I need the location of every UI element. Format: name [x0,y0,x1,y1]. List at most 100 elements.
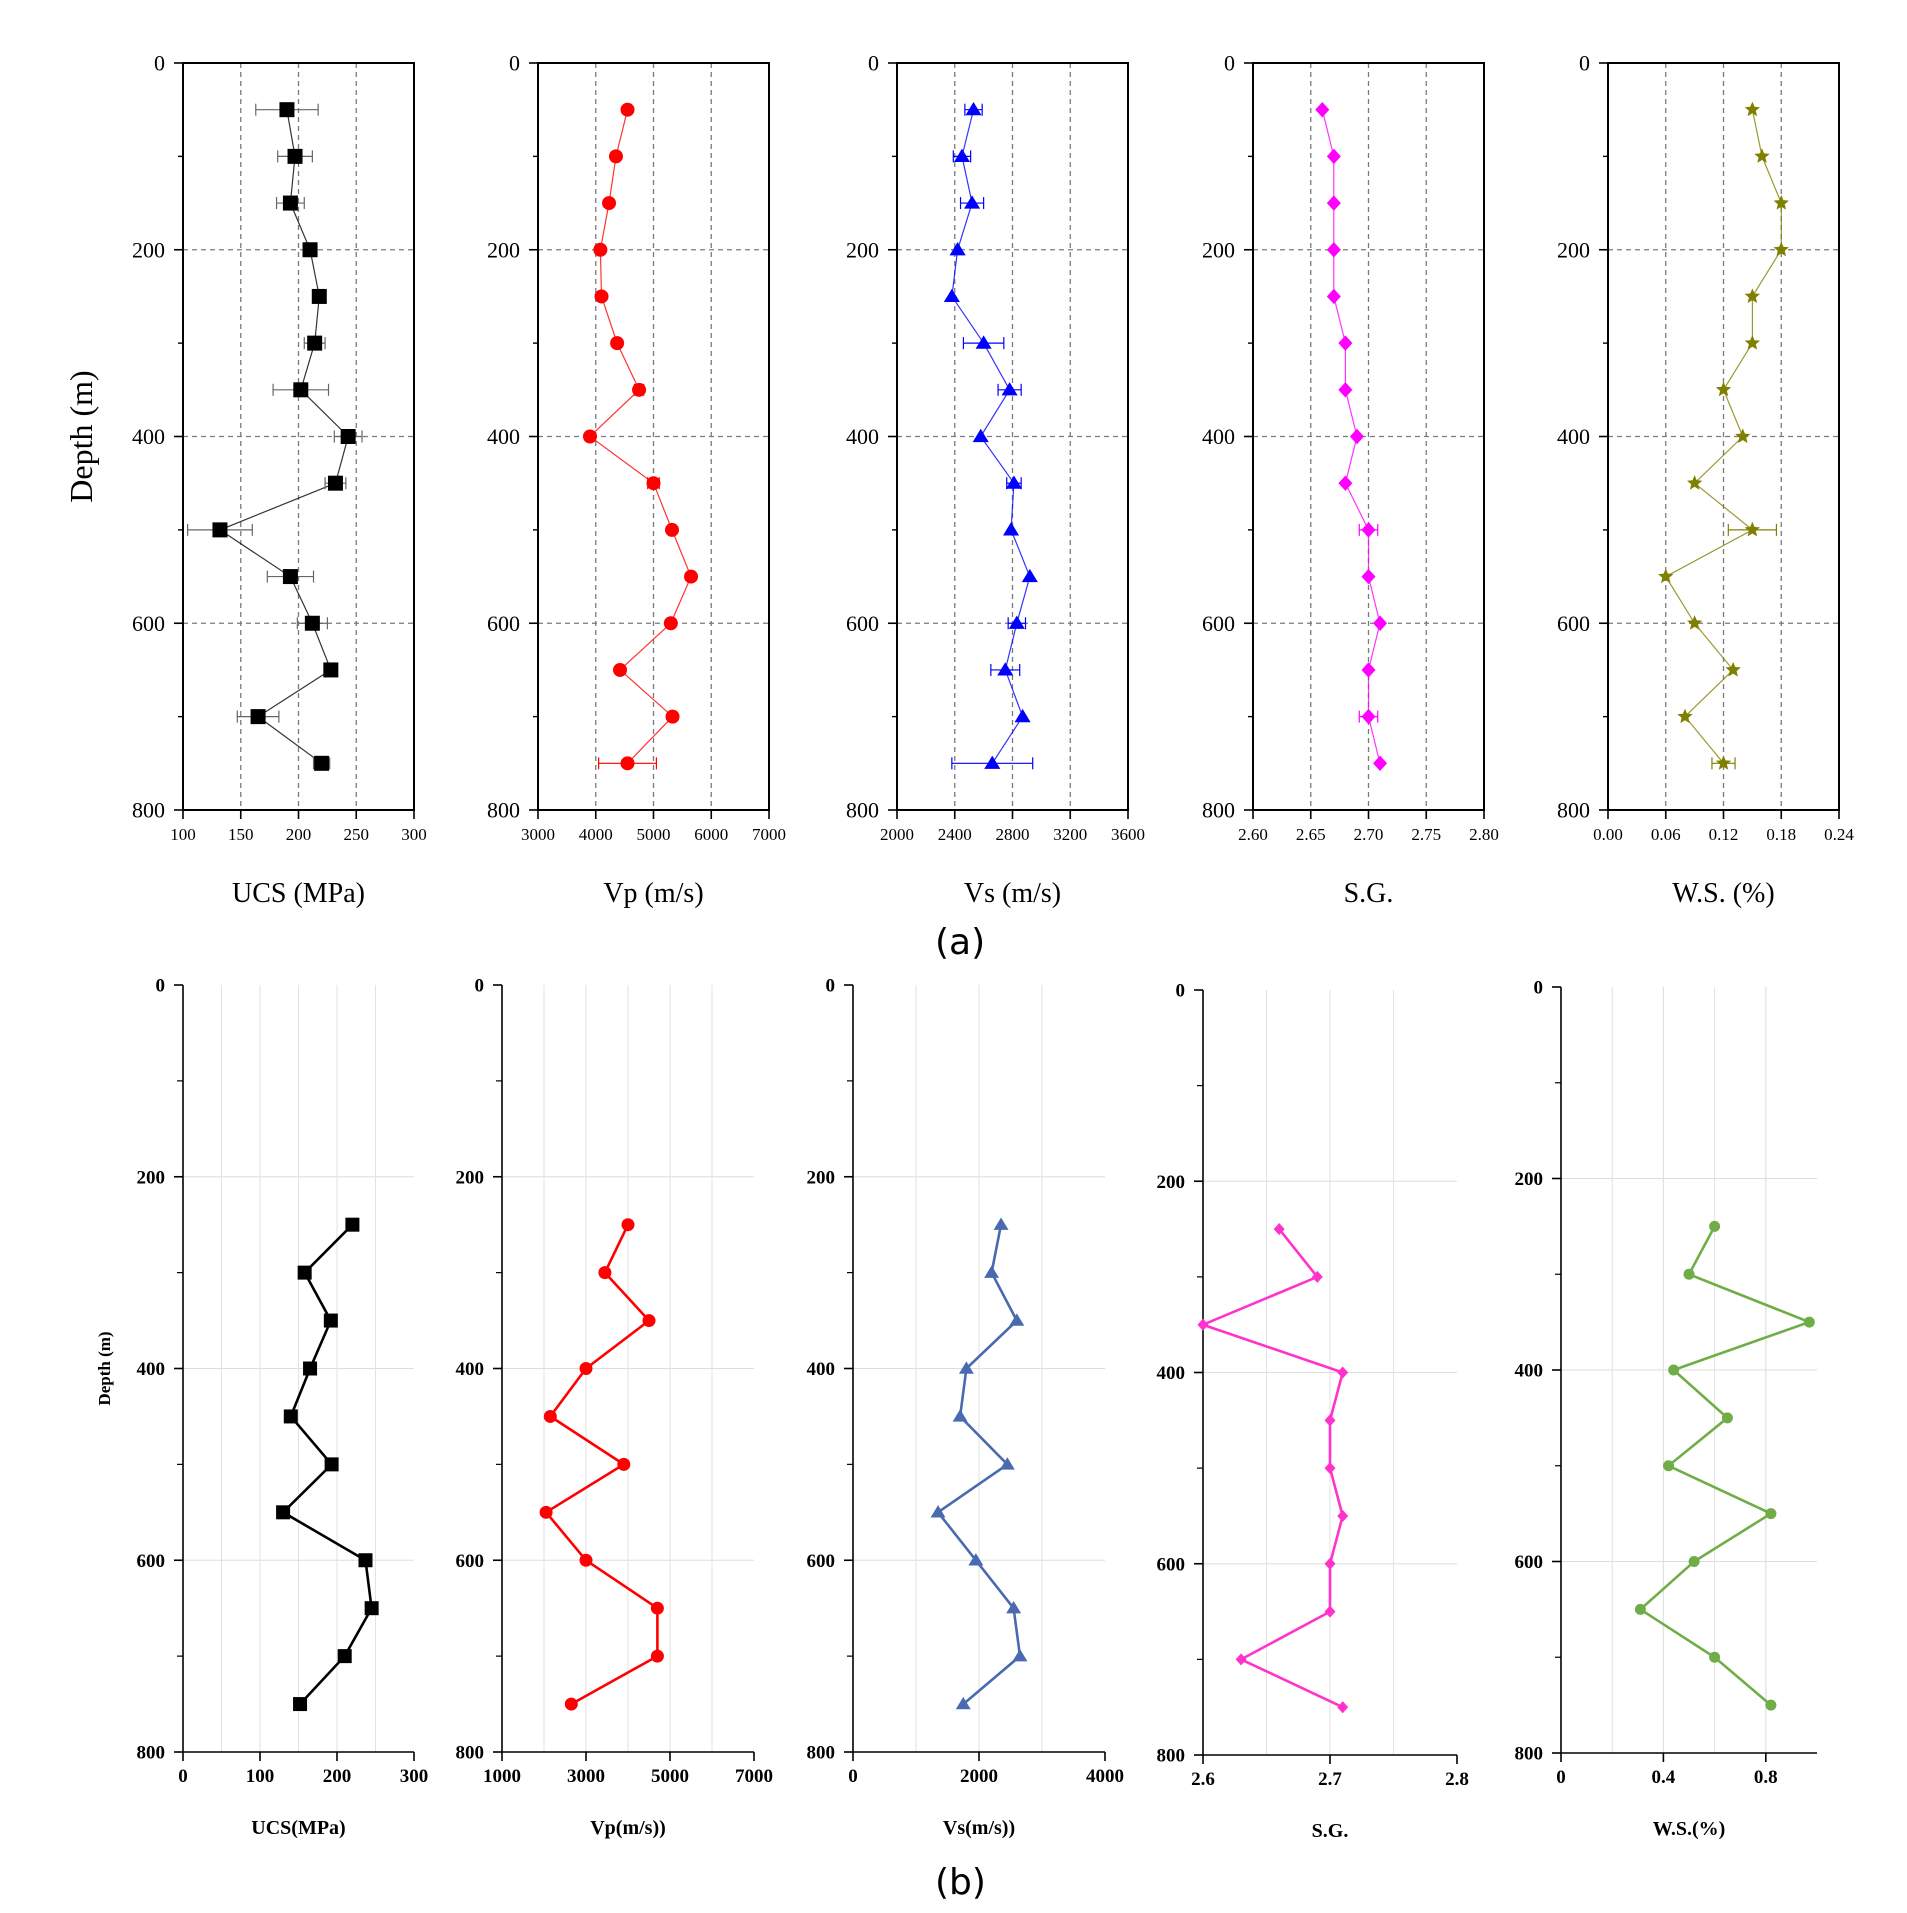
data-point [1005,475,1022,489]
data-point [1688,1556,1700,1567]
y-tick-label: 0 [1176,981,1186,1002]
data-point [1235,1653,1247,1666]
x-axis-label: UCS(MPa) [251,1817,345,1839]
x-tick-label: 3200 [1053,825,1087,844]
data-point [1003,522,1020,536]
x-tick-label: 0.4 [1652,1767,1676,1788]
y-tick-label: 400 [1515,1361,1544,1382]
data-point [364,1601,379,1616]
data-point [564,1697,578,1711]
x-tick-label: 2.7 [1318,1769,1342,1790]
y-tick-label: 200 [1202,237,1235,262]
y-tick-label: 800 [1557,798,1590,823]
data-point [1744,101,1760,117]
data-point [307,335,323,351]
data-point [965,101,982,116]
data-point [632,382,647,397]
x-tick-label: 2.6 [1191,1769,1215,1790]
data-point [327,475,343,491]
data-point [1006,1601,1022,1614]
data-point [293,1697,308,1712]
x-tick-label: 7000 [735,1766,773,1787]
data-point [1715,755,1732,770]
y-tick-label: 600 [807,1551,836,1572]
data-point [297,1265,312,1280]
data-point [642,1314,656,1328]
x-tick-label: 100 [246,1766,275,1787]
x-tick-label: 2.65 [1296,825,1326,844]
data-point [602,196,617,211]
y-tick-label: 600 [1557,611,1590,636]
x-tick-label: 0.00 [1593,825,1623,844]
data-point [1361,708,1376,725]
x-tick-label: 150 [228,825,254,844]
x-tick-label: 100 [170,825,196,844]
data-point [1338,335,1353,351]
x-tick-label: 4000 [1086,1766,1124,1787]
data-point [323,662,339,678]
y-tick-label: 400 [487,424,520,449]
data-point [345,1217,360,1232]
x-axis-label: Vs(m/s)) [943,1817,1015,1839]
x-tick-label: 3000 [567,1766,605,1787]
x-tick-label: 2000 [880,825,914,844]
data-point [1326,148,1341,165]
y-tick-label: 600 [1202,611,1235,636]
data-point [1361,522,1376,538]
y-tick-label: 800 [1515,1744,1544,1765]
data-point [282,569,298,585]
x-tick-label: 2.75 [1411,825,1441,844]
data-point [1361,568,1376,585]
y-tick-label: 400 [132,424,165,449]
y-axis-label: Depth (m) [63,370,99,502]
data-point [250,709,266,725]
y-tick-label: 200 [846,237,879,262]
x-axis-label: UCS (MPa) [232,878,365,909]
data-point [684,569,699,584]
data-point [287,148,303,164]
y-tick-label: 0 [868,51,879,76]
data-point [1361,662,1376,678]
data-point [955,1696,971,1710]
chart-a-ucs: 0 200 400 600 800 100 150 200 250 300 UCS (MPa) Dep… [63,51,427,909]
data-point [1373,755,1388,772]
x-tick-label: 3600 [1111,825,1145,844]
y-tick-label: 0 [1224,51,1235,76]
data-point [1721,1412,1733,1424]
x-tick-label: 0 [1556,1767,1566,1788]
x-tick-label: 0.18 [1766,825,1796,844]
x-tick-label: 3000 [521,825,555,844]
y-tick-label: 400 [137,1359,166,1380]
data-point [608,149,623,164]
data-point [943,288,960,303]
data-point [293,382,309,398]
y-axis-label: Depth (m) [95,1331,114,1405]
y-tick-label: 200 [1157,1172,1186,1193]
data-point [999,1457,1015,1470]
data-point [579,1362,593,1375]
data-point [650,1601,664,1615]
y-tick-label: 600 [846,611,879,636]
data-point [953,148,971,162]
y-tick-label: 0 [826,976,836,997]
x-axis-label: W.S.(%) [1653,1818,1726,1840]
data-point [1773,195,1789,210]
series-line [1199,1228,1345,1709]
data-point [539,1505,553,1519]
data-point [1773,241,1789,257]
x-tick-label: 2.80 [1469,825,1499,844]
x-tick-label: 2400 [938,825,972,844]
data-point [1197,1318,1209,1331]
x-tick-label: 6000 [694,825,728,844]
data-point [952,1409,968,1422]
x-axis-label: S.G. [1312,1820,1349,1842]
x-tick-label: 0 [848,1766,858,1787]
y-tick-label: 0 [509,51,520,76]
y-tick-label: 600 [137,1551,166,1572]
chart-b-vs: 0 200 400 600 800 0 2000 4000 Vs(m/s)) [807,976,1125,1839]
data-point [620,756,635,771]
data-point [1001,382,1018,396]
data-point [1326,288,1341,305]
